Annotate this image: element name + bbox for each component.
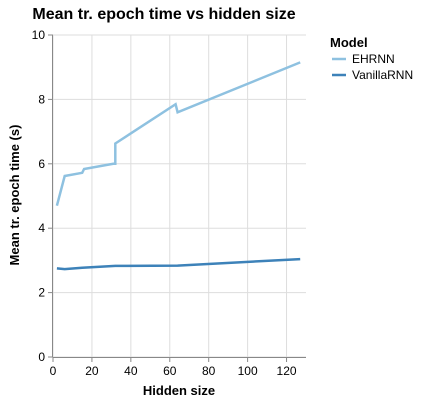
series-lines xyxy=(55,61,301,271)
x-tick-label: 0 xyxy=(50,364,57,378)
x-tick-label: 120 xyxy=(277,364,297,378)
y-tick-label: 4 xyxy=(38,221,45,235)
legend-label-ehrnn: EHRNN xyxy=(352,52,395,66)
legend-label-vanillarnn: VanillaRNN xyxy=(352,68,413,82)
y-tick-label: 10 xyxy=(32,28,46,42)
x-tick-label: 80 xyxy=(202,364,216,378)
axes: 0 20 40 60 80 100 120 0 2 4 6 8 10 xyxy=(32,28,306,378)
series-line-ehrnn xyxy=(55,61,301,207)
x-tick-label: 60 xyxy=(163,364,177,378)
legend-title: Model xyxy=(330,35,368,50)
x-axis-title: Hidden size xyxy=(143,383,215,398)
y-tick-label: 6 xyxy=(38,157,45,171)
y-tick-label: 0 xyxy=(38,350,45,364)
y-axis-title: Mean tr. epoch time (s) xyxy=(7,125,22,266)
legend: Model EHRNN VanillaRNN xyxy=(330,35,413,82)
x-tick-label: 20 xyxy=(85,364,99,378)
x-tick-label: 100 xyxy=(238,364,258,378)
x-tick-label: 40 xyxy=(124,364,138,378)
grid xyxy=(52,34,306,358)
series-line-vanillarnn xyxy=(56,257,301,271)
y-tick-label: 2 xyxy=(38,286,45,300)
y-tick-label: 8 xyxy=(38,92,45,106)
chart-title: Mean tr. epoch time vs hidden size xyxy=(32,6,295,23)
